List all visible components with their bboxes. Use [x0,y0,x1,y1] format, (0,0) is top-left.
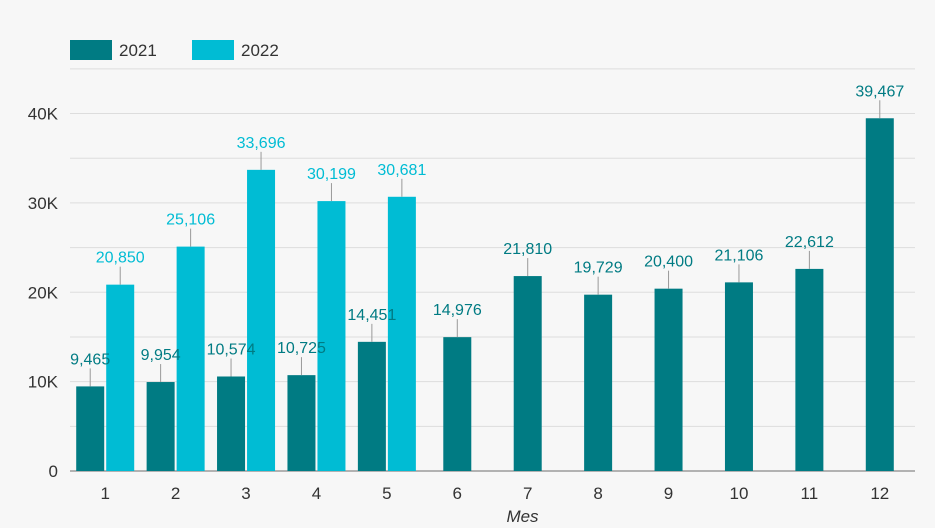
x-tick-label: 1 [100,484,109,503]
bar-2021-6 [443,337,472,471]
y-tick-label: 20K [28,283,59,302]
data-label: 20,850 [96,250,145,267]
data-label: 9,954 [141,347,181,364]
x-tick-label: 9 [664,484,673,503]
bar-2021-11 [795,268,824,471]
data-label: 30,199 [307,166,356,183]
data-label: 22,612 [785,234,834,251]
bar-2021-9 [654,288,683,471]
legend: 2021 2022 [70,40,279,60]
x-tick-label: 2 [171,484,180,503]
data-labels: 9,465 20,850 9,954 25,106 10,574 33,696 10,725… [70,83,904,387]
x-axis-title: Mes [506,507,539,526]
bar-2021-2 [146,382,175,471]
data-label: 19,729 [574,260,623,277]
bar-2022-3 [247,169,276,472]
bar-2022-4 [317,201,346,471]
legend-label-2022: 2022 [241,41,279,60]
data-label: 25,106 [166,212,215,229]
x-tick-label: 4 [312,484,321,503]
legend-swatch-2021 [70,40,112,60]
bar-2021-12 [865,118,894,472]
data-label: 20,400 [644,254,693,271]
bar-2021-10 [724,282,753,471]
data-label: 14,451 [347,307,396,324]
x-tick-label: 11 [801,484,819,503]
legend-swatch-2022 [192,40,234,60]
y-tick-label: 30K [28,194,59,213]
y-tick-label: 10K [28,373,59,392]
y-tick-label: 0 [49,462,58,481]
x-axis: 1 2 3 4 5 6 7 8 9 10 11 12 [100,484,889,503]
x-tick-label: 7 [523,484,532,503]
bar-2021-8 [584,294,613,471]
bar-2021-5 [357,341,386,471]
bar-2022-2 [176,246,205,471]
bar-2021-3 [217,376,246,471]
data-label: 10,574 [207,341,256,358]
bar-2021-1 [76,386,105,471]
bar-2022-1 [106,284,135,471]
data-label: 14,976 [433,302,482,319]
y-axis: 0 10K 20K 30K 40K [28,105,59,482]
legend-label-2021: 2021 [119,41,157,60]
gridlines [70,68,915,472]
x-tick-label: 8 [593,484,602,503]
data-label: 21,106 [714,247,763,264]
x-tick-label: 6 [453,484,462,503]
x-tick-label: 12 [870,484,889,503]
data-label: 9,465 [70,351,110,368]
bars [76,118,894,472]
data-label: 10,725 [277,340,326,357]
data-label: 39,467 [855,83,904,100]
data-label: 21,810 [503,241,552,258]
x-tick-label: 5 [382,484,391,503]
bar-2021-7 [513,276,542,471]
bar-2022-5 [387,196,416,471]
data-label: 33,696 [237,135,286,152]
x-tick-label: 10 [729,484,748,503]
data-label: 30,681 [377,162,426,179]
y-tick-label: 40K [28,105,59,124]
x-tick-label: 3 [241,484,250,503]
bar-2021-4 [287,375,316,471]
